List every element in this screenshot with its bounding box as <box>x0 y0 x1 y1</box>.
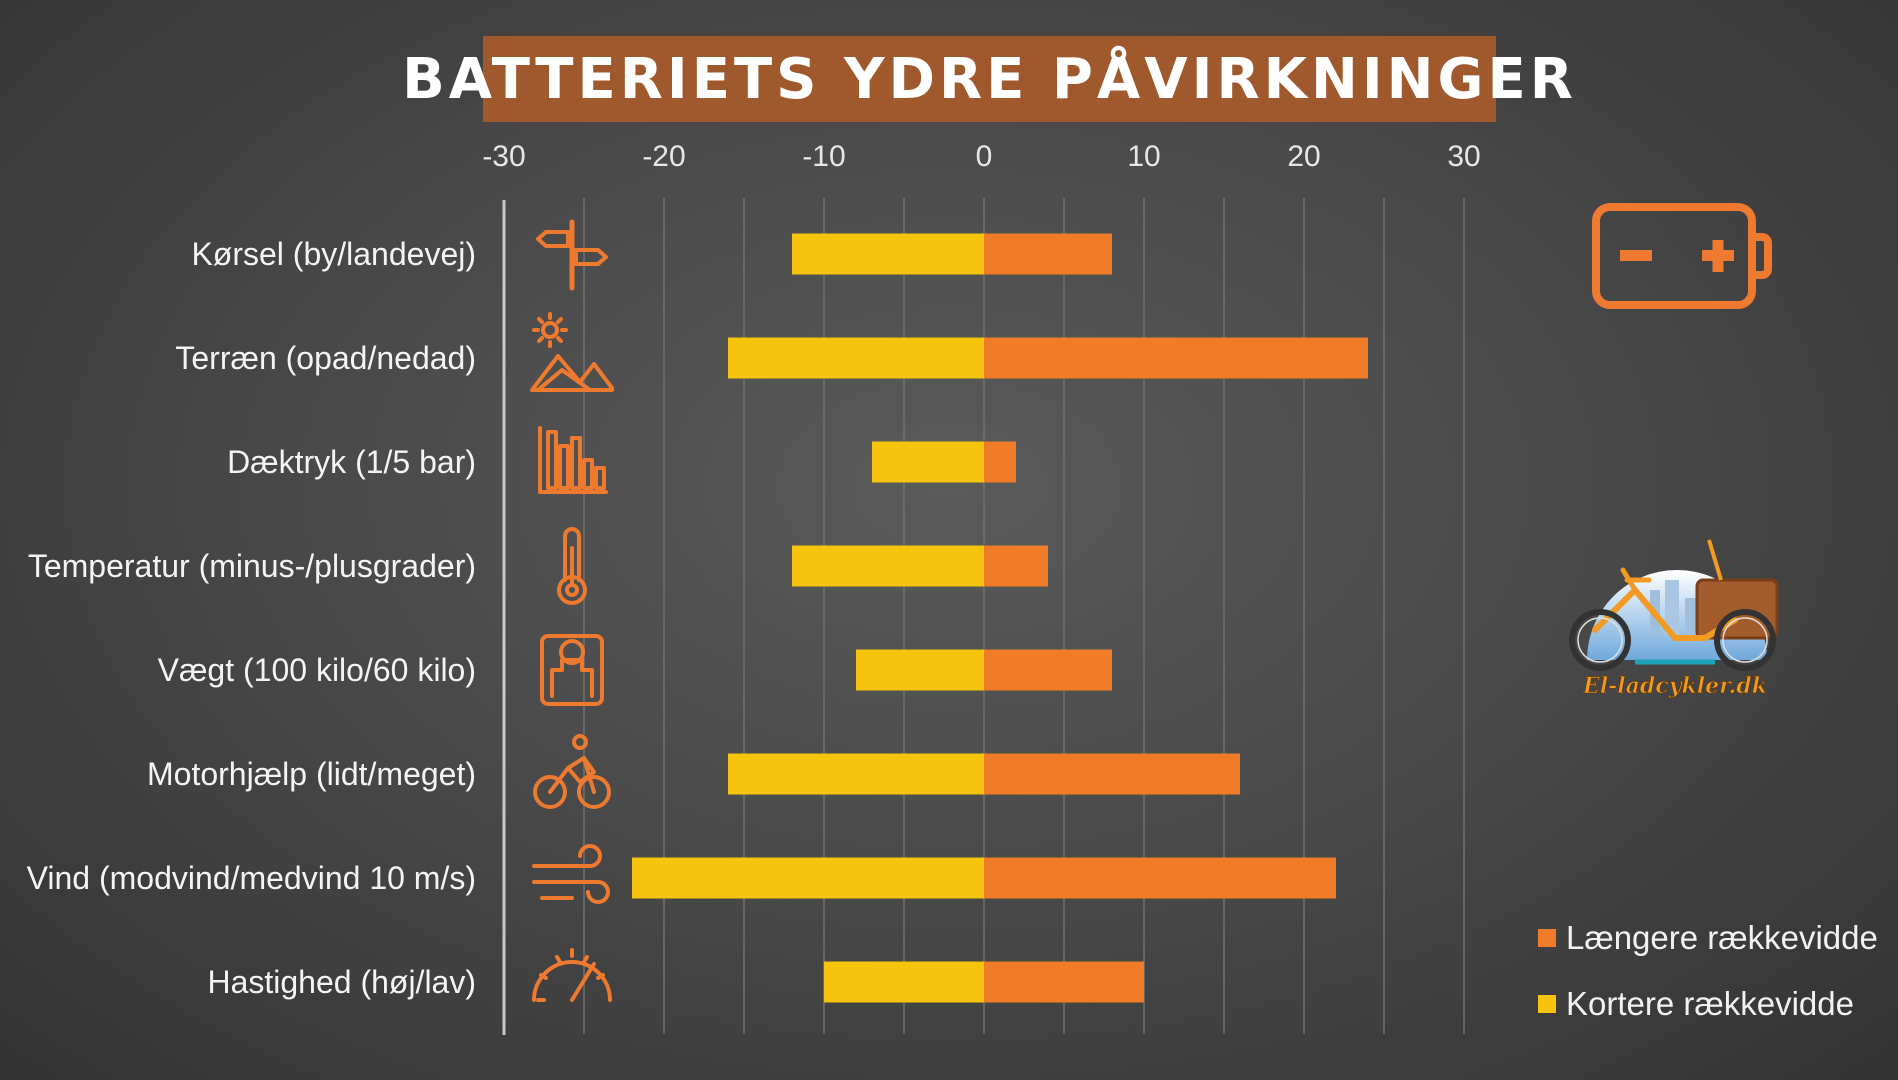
x-tick-label: -30 <box>482 140 525 173</box>
legend-label-longer: Længere rækkevidde <box>1566 919 1878 956</box>
x-tick-label: -10 <box>802 140 845 173</box>
bar-shorter <box>824 961 984 1003</box>
bar-shorter <box>728 337 984 379</box>
category-labels: Kørsel (by/landevej) Terræn (opad/nedad) D… <box>27 236 476 1000</box>
bar-shorter <box>632 857 984 899</box>
wind-icon <box>532 844 610 904</box>
legend: Længere rækkevidde Kortere rækkevidde <box>1538 905 1878 1037</box>
bar-longer <box>984 961 1144 1003</box>
battery-icon <box>1592 203 1772 309</box>
logo-text: El-ladcykler.dk <box>1582 673 1767 699</box>
legend-item-longer: Længere rækkevidde <box>1538 905 1878 971</box>
signpost-icon <box>536 219 608 291</box>
category-label: Vægt (100 kilo/60 kilo) <box>158 652 476 688</box>
bar-longer <box>984 753 1240 795</box>
bar-shorter <box>872 441 984 483</box>
x-tick-label: -20 <box>642 140 685 173</box>
category-label: Vind (modvind/medvind 10 m/s) <box>27 860 476 896</box>
scale-icon <box>540 634 604 706</box>
terrain-icon <box>530 312 614 392</box>
bar-shorter <box>792 233 984 275</box>
legend-label-shorter: Kortere rækkevidde <box>1566 985 1854 1022</box>
bar-longer <box>984 649 1112 691</box>
category-label: Hastighed (høj/lav) <box>207 964 476 1000</box>
bars <box>632 233 1368 1003</box>
category-label: Terræn (opad/nedad) <box>175 340 476 376</box>
bar-longer <box>984 441 1016 483</box>
x-tick-label: 30 <box>1447 140 1480 173</box>
x-tick-label: 10 <box>1127 140 1160 173</box>
legend-swatch-longer <box>1538 929 1556 947</box>
category-label: Kørsel (by/landevej) <box>191 236 476 272</box>
category-icons <box>530 219 614 1002</box>
bar-shorter <box>856 649 984 691</box>
category-label: Temperatur (minus-/plusgrader) <box>28 548 476 584</box>
legend-swatch-shorter <box>1538 995 1556 1013</box>
bar-longer <box>984 233 1112 275</box>
cyclist-icon <box>533 734 611 809</box>
bar-longer <box>984 545 1048 587</box>
bar-longer <box>984 337 1368 379</box>
x-tick-labels: -30 -20 -10 0 10 20 30 <box>482 140 1480 173</box>
category-label: Dæktryk (1/5 bar) <box>227 444 476 480</box>
tire-pressure-icon <box>538 426 608 494</box>
chart-title: BATTERIETS YDRE PÅVIRKNINGER <box>402 46 1577 112</box>
bar-longer <box>984 857 1336 899</box>
grid-lines <box>583 198 1465 1034</box>
el-ladcykler-logo: El-ladcykler.dk <box>1569 539 1779 699</box>
x-tick-label: 20 <box>1287 140 1320 173</box>
speedometer-icon <box>532 948 612 1002</box>
x-tick-label: 0 <box>976 140 993 173</box>
bar-shorter <box>728 753 984 795</box>
chart-title-box: BATTERIETS YDRE PÅVIRKNINGER <box>402 36 1573 122</box>
category-label: Motorhjælp (lidt/meget) <box>147 756 476 792</box>
thermometer-icon <box>557 527 587 605</box>
bar-shorter <box>792 545 984 587</box>
legend-item-shorter: Kortere rækkevidde <box>1538 971 1878 1037</box>
